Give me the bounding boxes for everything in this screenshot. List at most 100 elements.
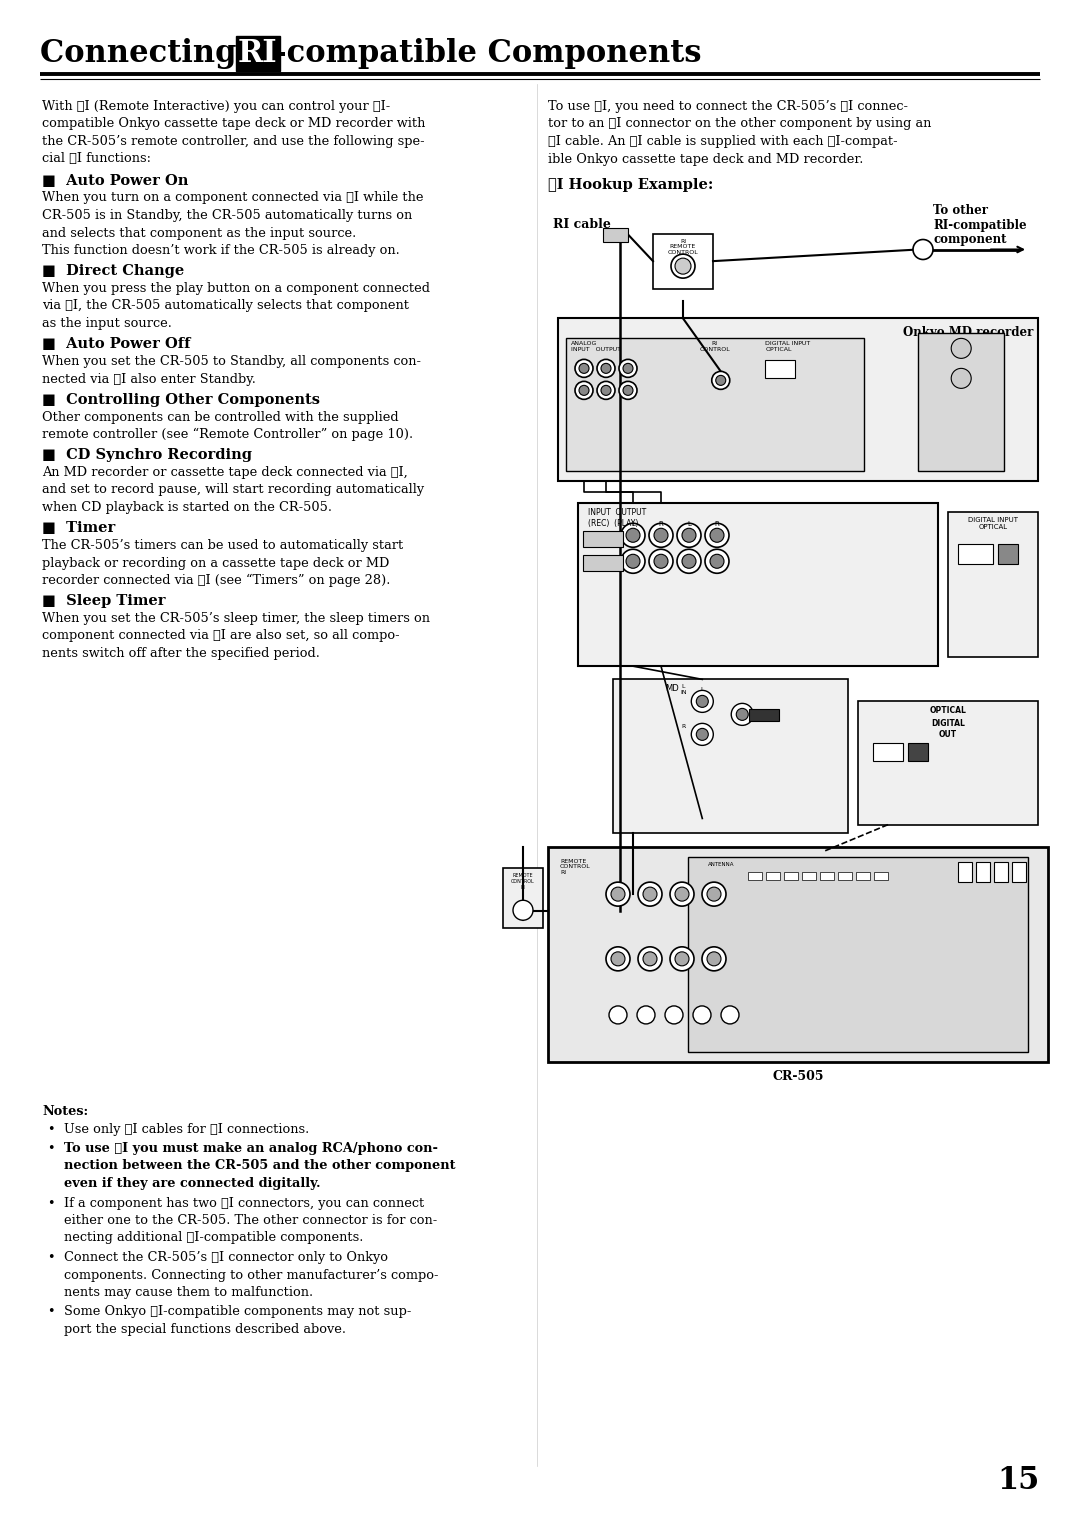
Text: CR-505 is in Standby, the CR-505 automatically turns on: CR-505 is in Standby, the CR-505 automat… [42,209,413,221]
Text: (REC)  (PLAY): (REC) (PLAY) [588,519,638,528]
Text: as the input source.: as the input source. [42,317,172,330]
Text: RI: RI [238,38,278,69]
Bar [918,333,1004,472]
Text: component connected via ⓇI are also set, so all compo-: component connected via ⓇI are also set,… [42,630,400,642]
Circle shape [626,554,640,568]
Text: This function doesn’t work if the CR-505 is already on.: This function doesn’t work if the CR-505… [42,244,400,256]
Text: nected via ⓇI also enter Standby.: nected via ⓇI also enter Standby. [42,372,256,386]
Text: ■  Auto Power Off: ■ Auto Power Off [42,337,190,351]
Text: •: • [48,1141,54,1155]
Circle shape [671,255,696,278]
Text: To other: To other [933,204,988,218]
Text: R: R [715,522,719,528]
Bar [603,227,627,241]
Text: L
IN: L IN [680,684,687,696]
Circle shape [702,946,726,971]
Circle shape [619,359,637,377]
Circle shape [513,900,534,920]
Bar [873,743,903,761]
Text: To use ⓇI, you need to connect the CR-505’s ⓇI connec-: To use ⓇI, you need to connect the CR-50… [548,101,908,113]
Circle shape [913,240,933,259]
Text: via ⓇI, the CR-505 automatically selects that component: via ⓇI, the CR-505 automatically selects… [42,299,409,313]
Text: the CR-505’s remote controller, and use the following spe-: the CR-505’s remote controller, and use … [42,134,424,148]
Text: even if they are connected digitally.: even if they are connected digitally. [64,1177,321,1190]
Text: port the special functions described above.: port the special functions described abo… [64,1323,346,1335]
Text: and set to record pause, will start recording automatically: and set to record pause, will start reco… [42,484,424,496]
Circle shape [609,1006,627,1024]
Text: component: component [933,232,1007,246]
Circle shape [702,882,726,906]
Circle shape [712,371,730,389]
Text: ANALOG
INPUT   OUTPUT: ANALOG INPUT OUTPUT [571,342,621,353]
Circle shape [697,728,708,740]
Circle shape [623,386,633,395]
Bar [948,513,1038,658]
Circle shape [579,386,589,395]
Bar [583,555,623,571]
Circle shape [691,723,713,745]
Circle shape [716,375,726,386]
Circle shape [731,703,753,725]
Circle shape [623,363,633,374]
Text: Connecting: Connecting [40,38,247,69]
Circle shape [575,359,593,377]
Circle shape [677,523,701,548]
Circle shape [637,1006,654,1024]
Text: ⓇI cable. An ⓇI cable is supplied with each ⓇI-compat-: ⓇI cable. An ⓇI cable is supplied with e… [548,134,897,148]
Circle shape [705,523,729,548]
Text: DIGITAL
OUT: DIGITAL OUT [931,719,964,739]
Text: L: L [687,522,691,528]
Bar [653,233,713,288]
Text: L: L [631,522,635,528]
Bar [766,871,780,879]
Text: RI cable: RI cable [553,218,611,230]
Text: nection between the CR-505 and the other component: nection between the CR-505 and the other… [64,1160,456,1172]
Text: •: • [48,1123,54,1135]
Text: If a component has two ⓇI connectors, you can connect: If a component has two ⓇI connectors, yo… [64,1196,424,1210]
Text: An MD recorder or cassette tape deck connected via ⓇI,: An MD recorder or cassette tape deck con… [42,465,408,479]
Circle shape [611,952,625,966]
Circle shape [649,523,673,548]
Text: •: • [48,1196,54,1210]
Text: necting additional ⓇI-compatible components.: necting additional ⓇI-compatible compone… [64,1231,363,1245]
Circle shape [677,549,701,574]
Circle shape [691,690,713,713]
Text: Notes:: Notes: [42,1105,89,1119]
Circle shape [600,363,611,374]
Text: DIGITAL INPUT
OPTICAL: DIGITAL INPUT OPTICAL [766,342,811,353]
Circle shape [638,946,662,971]
Text: ■  Sleep Timer: ■ Sleep Timer [42,595,165,609]
Text: -compatible Components: -compatible Components [274,38,702,69]
Text: With ⓇI (Remote Interactive) you can control your ⓇI-: With ⓇI (Remote Interactive) you can con… [42,101,390,113]
Text: RI
CONTROL: RI CONTROL [700,342,730,353]
Circle shape [575,382,593,400]
Bar [908,743,928,761]
Circle shape [621,523,645,548]
Text: RI
REMOTE
CONTROL: RI REMOTE CONTROL [667,238,699,255]
Circle shape [670,882,694,906]
Circle shape [606,946,630,971]
Text: ible Onkyo cassette tape deck and MD recorder.: ible Onkyo cassette tape deck and MD rec… [548,153,863,165]
Bar [750,710,780,722]
Text: Some Onkyo ⓇI-compatible components may not sup-: Some Onkyo ⓇI-compatible components may … [64,1306,411,1318]
Circle shape [705,549,729,574]
Text: compatible Onkyo cassette tape deck or MD recorder with: compatible Onkyo cassette tape deck or M… [42,118,426,131]
Circle shape [654,528,669,542]
Text: When you set the CR-505’s sleep timer, the sleep timers on: When you set the CR-505’s sleep timer, t… [42,612,430,626]
Text: recorder connected via ⓇI (see “Timers” on page 28).: recorder connected via ⓇI (see “Timers” … [42,574,390,588]
Text: INPUT  OUTPUT: INPUT OUTPUT [588,508,646,517]
Text: Onkyo MD recorder: Onkyo MD recorder [903,327,1032,339]
Bar [548,847,1048,1062]
Circle shape [737,708,748,720]
Bar [558,319,1038,481]
Bar [802,871,816,879]
Circle shape [697,696,708,708]
Text: CR-505: CR-505 [772,1070,824,1083]
Circle shape [675,887,689,902]
Circle shape [619,382,637,400]
Text: The CR-505’s timers can be used to automatically start: The CR-505’s timers can be used to autom… [42,539,403,552]
Bar [583,531,623,548]
Text: DIGITAL INPUT
OPTICAL: DIGITAL INPUT OPTICAL [968,517,1018,530]
Circle shape [579,363,589,374]
Text: when CD playback is started on the CR-505.: when CD playback is started on the CR-50… [42,501,332,514]
